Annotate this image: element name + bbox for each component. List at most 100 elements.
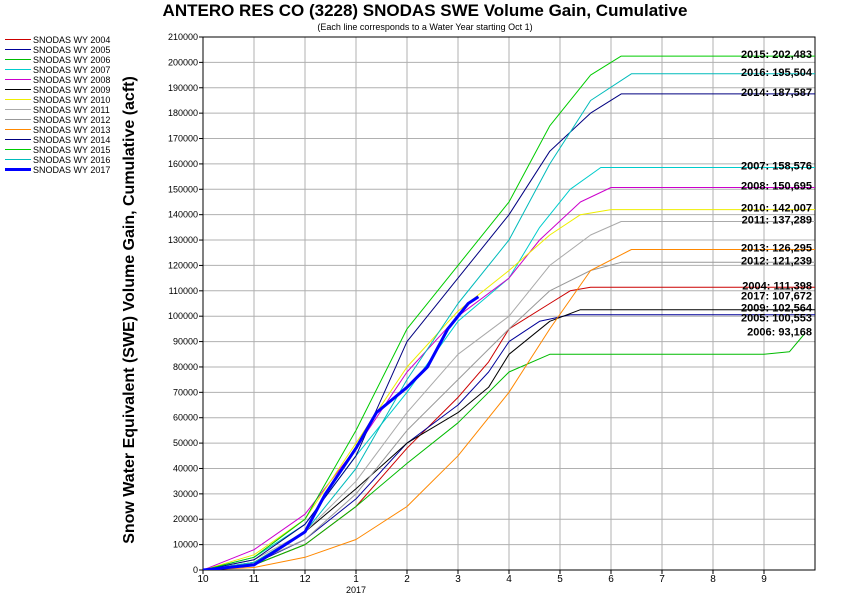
series-end-label: 2014: 187,587 bbox=[741, 87, 812, 99]
y-tick-label: 190000 bbox=[168, 83, 198, 93]
legend-item-snodas-wy-2008: SNODAS WY 2008 bbox=[5, 75, 125, 85]
y-tick-label: 60000 bbox=[173, 413, 198, 423]
y-tick-label: 80000 bbox=[173, 362, 198, 372]
y-tick-label: 90000 bbox=[173, 337, 198, 347]
legend-item-snodas-wy-2006: SNODAS WY 2006 bbox=[5, 55, 125, 65]
y-tick-label: 180000 bbox=[168, 108, 198, 118]
legend-item-snodas-wy-2004: SNODAS WY 2004 bbox=[5, 35, 125, 45]
legend-swatch bbox=[5, 119, 31, 120]
legend-swatch bbox=[5, 129, 31, 130]
legend-item-snodas-wy-2017: SNODAS WY 2017 bbox=[5, 165, 125, 175]
legend-swatch bbox=[5, 79, 31, 80]
gridlines bbox=[202, 36, 815, 571]
series-line-snodas-wy-2013 bbox=[203, 249, 815, 570]
legend-swatch bbox=[5, 149, 31, 150]
legend-label: SNODAS WY 2005 bbox=[33, 45, 111, 55]
x-tick-label: 8 bbox=[710, 574, 716, 585]
series-line-snodas-wy-2007 bbox=[203, 167, 815, 570]
chart-title: ANTERO RES CO (3228) SNODAS SWE Volume G… bbox=[162, 1, 688, 20]
series-line-snodas-wy-2010 bbox=[203, 209, 815, 570]
chart-legend: SNODAS WY 2004 SNODAS WY 2005 SNODAS WY 20… bbox=[5, 35, 125, 175]
legend-item-snodas-wy-2015: SNODAS WY 2015 bbox=[5, 145, 125, 155]
legend-swatch bbox=[5, 69, 31, 70]
legend-swatch bbox=[5, 39, 31, 40]
legend-label: SNODAS WY 2012 bbox=[33, 115, 111, 125]
end-labels: 2015: 202,483 2016: 195,504 2014: 187,587 2… bbox=[741, 49, 813, 338]
legend-label: SNODAS WY 2011 bbox=[33, 105, 110, 115]
series-end-label: 2004: 111,398 bbox=[742, 280, 812, 292]
y-tick-label: 140000 bbox=[168, 210, 198, 220]
legend-label: SNODAS WY 2006 bbox=[33, 55, 111, 65]
legend-item-snodas-wy-2014: SNODAS WY 2014 bbox=[5, 135, 125, 145]
legend-swatch bbox=[5, 99, 31, 100]
y-tick-label: 70000 bbox=[173, 387, 198, 397]
x-tick-label: 11 bbox=[249, 574, 260, 585]
chart-subtitle: (Each line corresponds to a Water Year s… bbox=[317, 22, 533, 32]
y-tick-label: 210000 bbox=[168, 32, 198, 42]
legend-item-snodas-wy-2005: SNODAS WY 2005 bbox=[5, 45, 125, 55]
legend-item-snodas-wy-2007: SNODAS WY 2007 bbox=[5, 65, 125, 75]
y-tick-label: 30000 bbox=[173, 489, 198, 499]
series-end-label: 2012: 121,239 bbox=[741, 255, 812, 267]
series-line-snodas-wy-2006 bbox=[203, 333, 806, 570]
series-end-label: 2006: 93,168 bbox=[747, 327, 812, 339]
series-end-label: 2007: 158,576 bbox=[741, 161, 812, 173]
y-tick-label: 40000 bbox=[173, 463, 198, 473]
legend-label: SNODAS WY 2014 bbox=[33, 135, 111, 145]
y-tick-label: 150000 bbox=[168, 184, 198, 194]
y-tick-label: 0 bbox=[193, 565, 198, 575]
series-end-label: 2010: 142,007 bbox=[741, 203, 812, 215]
y-tick-label: 120000 bbox=[168, 260, 198, 270]
legend-item-snodas-wy-2010: SNODAS WY 2010 bbox=[5, 95, 125, 105]
y-tick-label: 200000 bbox=[168, 57, 198, 67]
x-tick-label: 3 bbox=[455, 574, 461, 585]
x-tick-label: 10 bbox=[197, 574, 209, 585]
y-tick-label: 110000 bbox=[169, 286, 198, 296]
x-tick-label: 7 bbox=[659, 574, 665, 585]
y-tick-label: 50000 bbox=[173, 438, 198, 448]
series-line-snodas-wy-2012 bbox=[203, 261, 815, 570]
legend-label: SNODAS WY 2008 bbox=[33, 75, 111, 85]
legend-item-snodas-wy-2009: SNODAS WY 2009 bbox=[5, 85, 125, 95]
series-line-snodas-wy-2017 bbox=[203, 295, 480, 570]
x-tick-label: 1 bbox=[353, 574, 359, 585]
legend-label: SNODAS WY 2016 bbox=[33, 155, 111, 165]
legend-item-snodas-wy-2013: SNODAS WY 2013 bbox=[5, 125, 125, 135]
series-lines bbox=[203, 55, 815, 570]
series-end-label: 2005: 100,553 bbox=[741, 313, 812, 325]
series-end-label: 2015: 202,483 bbox=[741, 49, 812, 61]
legend-label: SNODAS WY 2013 bbox=[33, 125, 111, 135]
series-end-label: 2017: 107,672 bbox=[741, 290, 812, 302]
series-line-snodas-wy-2015 bbox=[203, 55, 815, 570]
legend-label: SNODAS WY 2007 bbox=[33, 65, 111, 75]
x-tick-label: 5 bbox=[557, 574, 563, 585]
series-end-label: 2013: 126,295 bbox=[741, 242, 812, 254]
x-year-label: 2017 bbox=[346, 585, 366, 595]
legend-swatch bbox=[5, 49, 31, 50]
legend-item-snodas-wy-2011: SNODAS WY 2011 bbox=[5, 105, 125, 115]
series-end-label: 2008: 150,695 bbox=[741, 181, 812, 193]
y-tick-label: 10000 bbox=[173, 540, 198, 550]
y-tick-label: 20000 bbox=[173, 514, 198, 524]
series-line-snodas-wy-2014 bbox=[203, 93, 815, 570]
x-tick-label: 9 bbox=[761, 574, 767, 585]
series-end-label: 2009: 102,564 bbox=[741, 303, 813, 315]
legend-swatch bbox=[5, 109, 31, 110]
legend-swatch bbox=[5, 59, 31, 60]
legend-swatch bbox=[5, 89, 31, 90]
legend-label: SNODAS WY 2009 bbox=[33, 85, 111, 95]
legend-item-snodas-wy-2016: SNODAS WY 2016 bbox=[5, 155, 125, 165]
x-tick-label: 4 bbox=[506, 574, 512, 585]
legend-swatch bbox=[5, 159, 31, 160]
y-tick-label: 170000 bbox=[168, 134, 198, 144]
legend-label: SNODAS WY 2010 bbox=[33, 95, 111, 105]
y-tick-label: 100000 bbox=[168, 311, 198, 321]
legend-swatch bbox=[5, 168, 31, 171]
series-end-label: 2011: 137,289 bbox=[742, 215, 812, 227]
x-tick-label: 2 bbox=[404, 574, 410, 585]
legend-label: SNODAS WY 2004 bbox=[33, 35, 111, 45]
y-tick-label: 130000 bbox=[168, 235, 198, 245]
legend-label: SNODAS WY 2015 bbox=[33, 145, 111, 155]
